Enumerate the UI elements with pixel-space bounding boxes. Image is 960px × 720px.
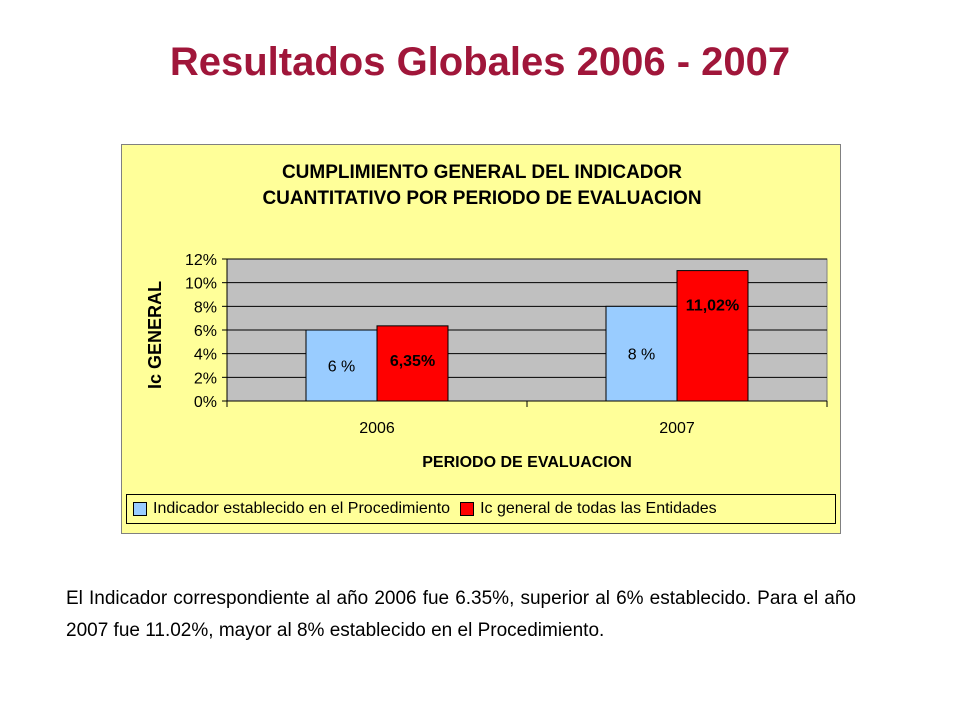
y-tick-label: 4%	[194, 347, 217, 364]
slide-title: Resultados Globales 2006 - 2007	[169, 40, 791, 84]
y-tick-label: 12%	[185, 252, 217, 269]
y-tick-label: 10%	[185, 276, 217, 293]
bar-data-label: 11,02%	[686, 298, 739, 315]
legend-item-ic-general: Ic general de todas las Entidades	[460, 500, 717, 518]
x-axis-label: PERIODO DE EVALUACION	[422, 454, 632, 471]
bar	[305, 329, 378, 402]
y-tick-label: 0%	[194, 394, 217, 411]
bar	[676, 270, 749, 402]
y-axis-label: Ic GENERAL	[145, 281, 165, 389]
chart-title-line-2: CUANTITATIVO POR PERIODO DE EVALUACION	[262, 188, 702, 209]
x-tick-label: 2006	[359, 420, 395, 437]
chart-title: CUMPLIMIENTO GENERAL DEL INDICADOR CUANT…	[122, 160, 842, 212]
bar-data-label: 6 %	[328, 359, 356, 376]
bar-chart: 0% 2% 4% 6% 8% 10% 12% 6 % 6,35% 2006 8 % 11,02% 200…	[145, 252, 828, 471]
bar-data-label: 8 %	[628, 347, 656, 364]
legend-label-indicador: Indicador establecido en el Procedimient…	[153, 500, 451, 517]
caption-text: El Indicador correspondiente al año 2006…	[66, 588, 856, 641]
y-tick-label: 6%	[194, 323, 217, 340]
y-tick-label: 8%	[194, 299, 217, 316]
y-tick-label: 2%	[194, 370, 217, 387]
x-tick-label: 2007	[659, 420, 695, 437]
chart-area: CUMPLIMIENTO GENERAL DEL INDICADOR CUANT…	[121, 144, 841, 534]
bar	[376, 325, 449, 402]
chart-title-line-1: CUMPLIMIENTO GENERAL DEL INDICADOR	[281, 162, 683, 183]
legend-swatch-indicador	[133, 502, 147, 516]
legend-label-ic-general: Ic general de todas las Entidades	[480, 500, 717, 517]
legend-swatch-ic-general	[460, 502, 475, 516]
legend-item-indicador: Indicador establecido en el Procedimient…	[133, 500, 450, 518]
bar-data-label: 6,35%	[390, 353, 435, 370]
chart-legend: Indicador establecido en el Procedimient…	[126, 494, 836, 524]
